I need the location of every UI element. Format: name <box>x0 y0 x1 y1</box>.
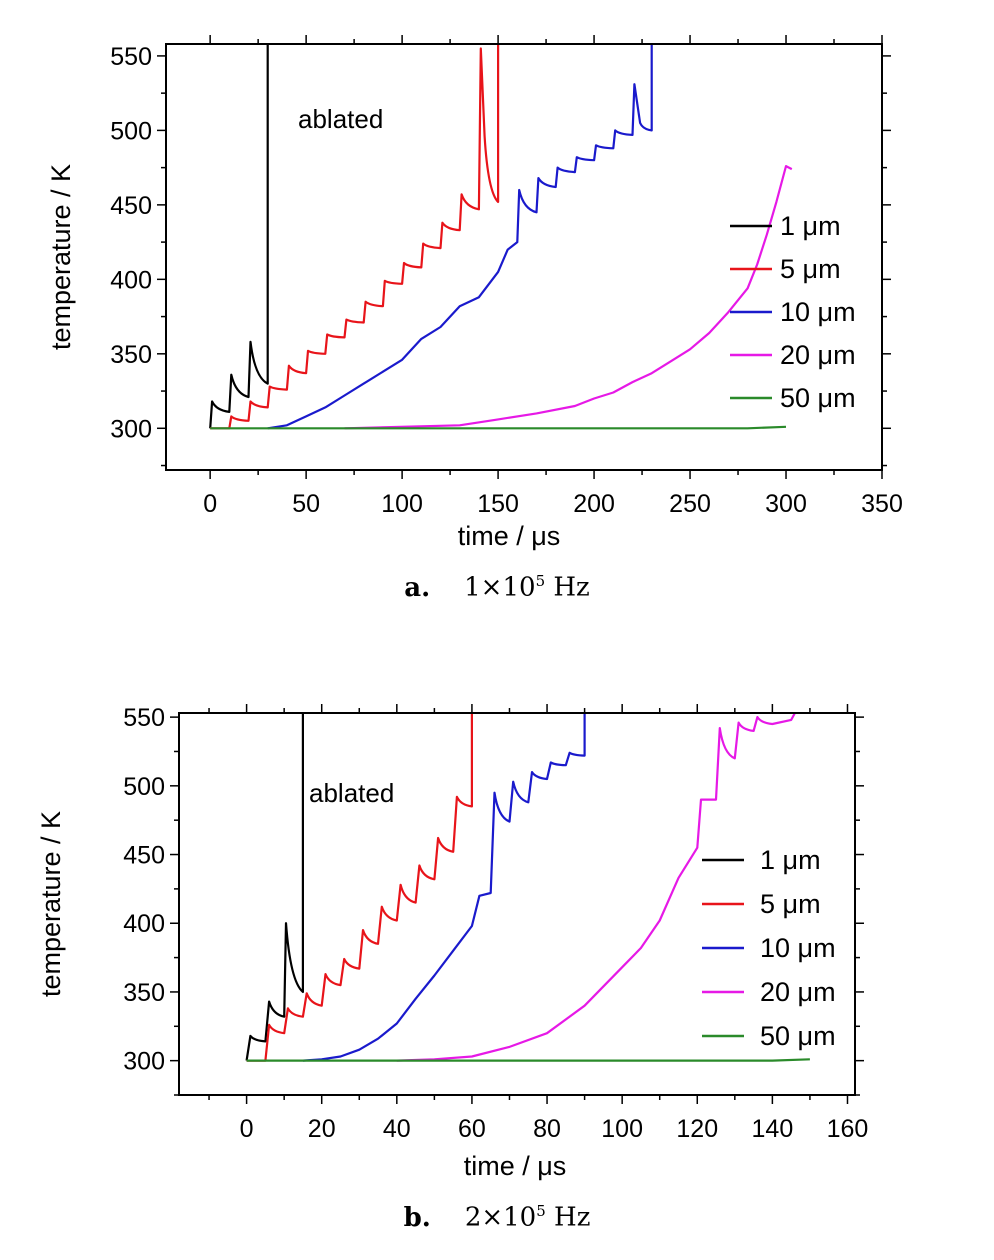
series-group <box>209 44 793 430</box>
caption-a: a. 1×105 Hz <box>0 572 994 603</box>
y-tick-label: 300 <box>110 415 152 443</box>
x-tick-label: 160 <box>827 1115 869 1143</box>
legend-label: 1 μm <box>760 845 821 875</box>
y-axis-label: temperature / K <box>36 811 66 997</box>
legend-label: 50 μm <box>780 383 856 413</box>
caption-frequency-base: 2×10 <box>464 1202 537 1233</box>
y-tick-label: 400 <box>123 910 165 938</box>
y-tick-label: 500 <box>123 773 165 801</box>
legend-label: 1 μm <box>780 211 841 241</box>
caption-frequency-exponent: 5 <box>535 572 546 590</box>
series-line-20m <box>344 165 793 430</box>
x-tick-label: 40 <box>383 1115 411 1143</box>
series-line-5m <box>246 713 473 1062</box>
y-tick-label: 500 <box>110 117 152 145</box>
x-axis-label: time / μs <box>464 1151 567 1181</box>
plot-frame <box>165 43 883 471</box>
y-tick-label: 450 <box>110 192 152 220</box>
series-line-50m <box>210 425 787 430</box>
plot-frame <box>178 712 856 1096</box>
x-tick-label: 50 <box>292 490 320 518</box>
caption-letter: b. <box>403 1202 431 1233</box>
x-tick-label: 60 <box>458 1115 486 1143</box>
y-tick-label: 550 <box>110 43 152 71</box>
y-tick-label: 450 <box>123 842 165 870</box>
x-tick-label: 200 <box>573 490 615 518</box>
series-line-10m <box>302 713 586 1062</box>
legend-label: 10 μm <box>760 933 836 963</box>
legend-label: 10 μm <box>780 297 856 327</box>
y-tick-label: 400 <box>110 266 152 294</box>
series-line-1m <box>209 44 269 429</box>
y-axis-label: temperature / K <box>46 164 76 350</box>
y-tick-label: 350 <box>123 979 165 1007</box>
legend-label: 5 μm <box>780 254 841 284</box>
x-axis-label: time / μs <box>458 521 561 551</box>
y-tick-label: 350 <box>110 341 152 369</box>
series-line-50m <box>246 1058 810 1062</box>
y-tick-label: 300 <box>123 1048 165 1076</box>
x-tick-label: 350 <box>861 490 903 518</box>
x-tick-label: 150 <box>477 490 519 518</box>
caption-letter: a. <box>404 572 431 603</box>
series-group <box>245 713 810 1062</box>
x-tick-label: 100 <box>381 490 423 518</box>
x-tick-label: 250 <box>669 490 711 518</box>
series-line-20m <box>396 713 796 1062</box>
caption-frequency-unit: Hz <box>554 1202 591 1233</box>
annotation-ablated: ablated <box>298 104 383 134</box>
annotation-ablated: ablated <box>309 778 394 808</box>
x-tick-label: 80 <box>533 1115 561 1143</box>
x-tick-label: 20 <box>308 1115 336 1143</box>
x-tick-label: 0 <box>240 1115 254 1143</box>
x-tick-label: 300 <box>765 490 807 518</box>
x-tick-label: 140 <box>752 1115 794 1143</box>
caption-frequency-unit: Hz <box>553 572 590 603</box>
x-tick-label: 0 <box>203 490 217 518</box>
series-line-10m <box>267 44 653 430</box>
series-line-1m <box>245 713 304 1061</box>
caption-frequency-exponent: 5 <box>536 1202 546 1220</box>
legend-label: 20 μm <box>780 340 856 370</box>
chart-panel-a: 0 50 100 150 200 250 300 350 300 350 400 450 500 550 t… <box>46 35 903 551</box>
x-tick-label: 120 <box>676 1115 718 1143</box>
legend-label: 20 μm <box>760 977 836 1007</box>
x-tick-label: 100 <box>601 1115 643 1143</box>
series-line-5m <box>210 44 500 430</box>
chart-panel-b: 0 20 40 60 80 100 120 140 160 300 350 400 450 500 550 t… <box>36 704 869 1181</box>
legend-label: 5 μm <box>760 889 821 919</box>
caption-b: b. 2×105 Hz <box>0 1202 994 1233</box>
caption-frequency-base: 1×10 <box>464 572 536 603</box>
y-tick-label: 550 <box>123 704 165 732</box>
legend-label: 50 μm <box>760 1021 836 1051</box>
